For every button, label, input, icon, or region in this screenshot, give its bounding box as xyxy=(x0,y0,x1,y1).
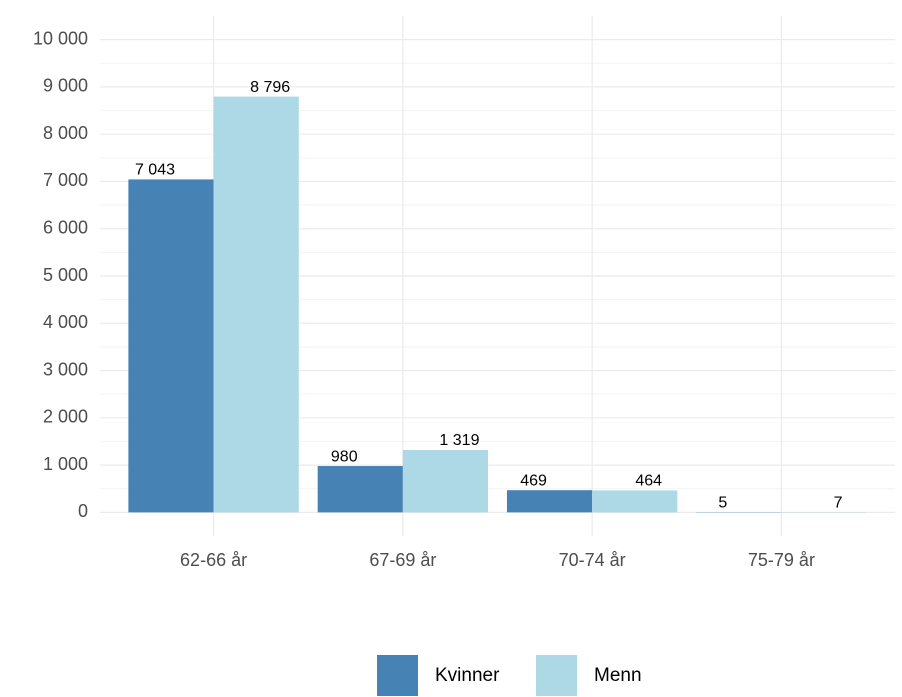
y-tick-label: 4 000 xyxy=(43,312,88,332)
y-tick-label: 9 000 xyxy=(43,76,88,96)
y-tick-label: 0 xyxy=(78,501,88,521)
y-tick-label: 7 000 xyxy=(43,170,88,190)
y-tick-label: 8 000 xyxy=(43,123,88,143)
y-tick-label: 10 000 xyxy=(33,28,88,48)
bar xyxy=(506,490,593,513)
bar xyxy=(128,179,214,513)
data-label: 980 xyxy=(331,448,358,465)
y-tick-label: 2 000 xyxy=(43,407,88,427)
x-tick-label: 67-69 år xyxy=(369,550,436,570)
y-tick-label: 5 000 xyxy=(43,265,88,285)
bar xyxy=(213,96,299,513)
legend-swatch xyxy=(536,655,577,696)
data-label: 464 xyxy=(635,473,662,490)
legend-swatch xyxy=(377,655,418,696)
x-tick-label: 70-74 år xyxy=(559,550,626,570)
data-label: 7 043 xyxy=(135,162,175,179)
y-tick-label: 3 000 xyxy=(43,359,88,379)
data-label: 5 xyxy=(718,494,727,511)
bar xyxy=(592,490,678,513)
y-tick-label: 1 000 xyxy=(43,454,88,474)
legend-label: Menn xyxy=(594,665,642,686)
legend-label: Kvinner xyxy=(435,665,500,686)
x-tick-label: 62-66 år xyxy=(180,550,247,570)
data-label: 8 796 xyxy=(250,79,290,96)
data-label: 469 xyxy=(520,472,547,489)
data-label: 7 xyxy=(834,494,843,511)
data-label: 1 319 xyxy=(439,432,479,449)
x-tick-label: 75-79 år xyxy=(748,550,815,570)
bar xyxy=(402,450,489,513)
bar xyxy=(317,466,403,513)
y-tick-label: 6 000 xyxy=(43,217,88,237)
